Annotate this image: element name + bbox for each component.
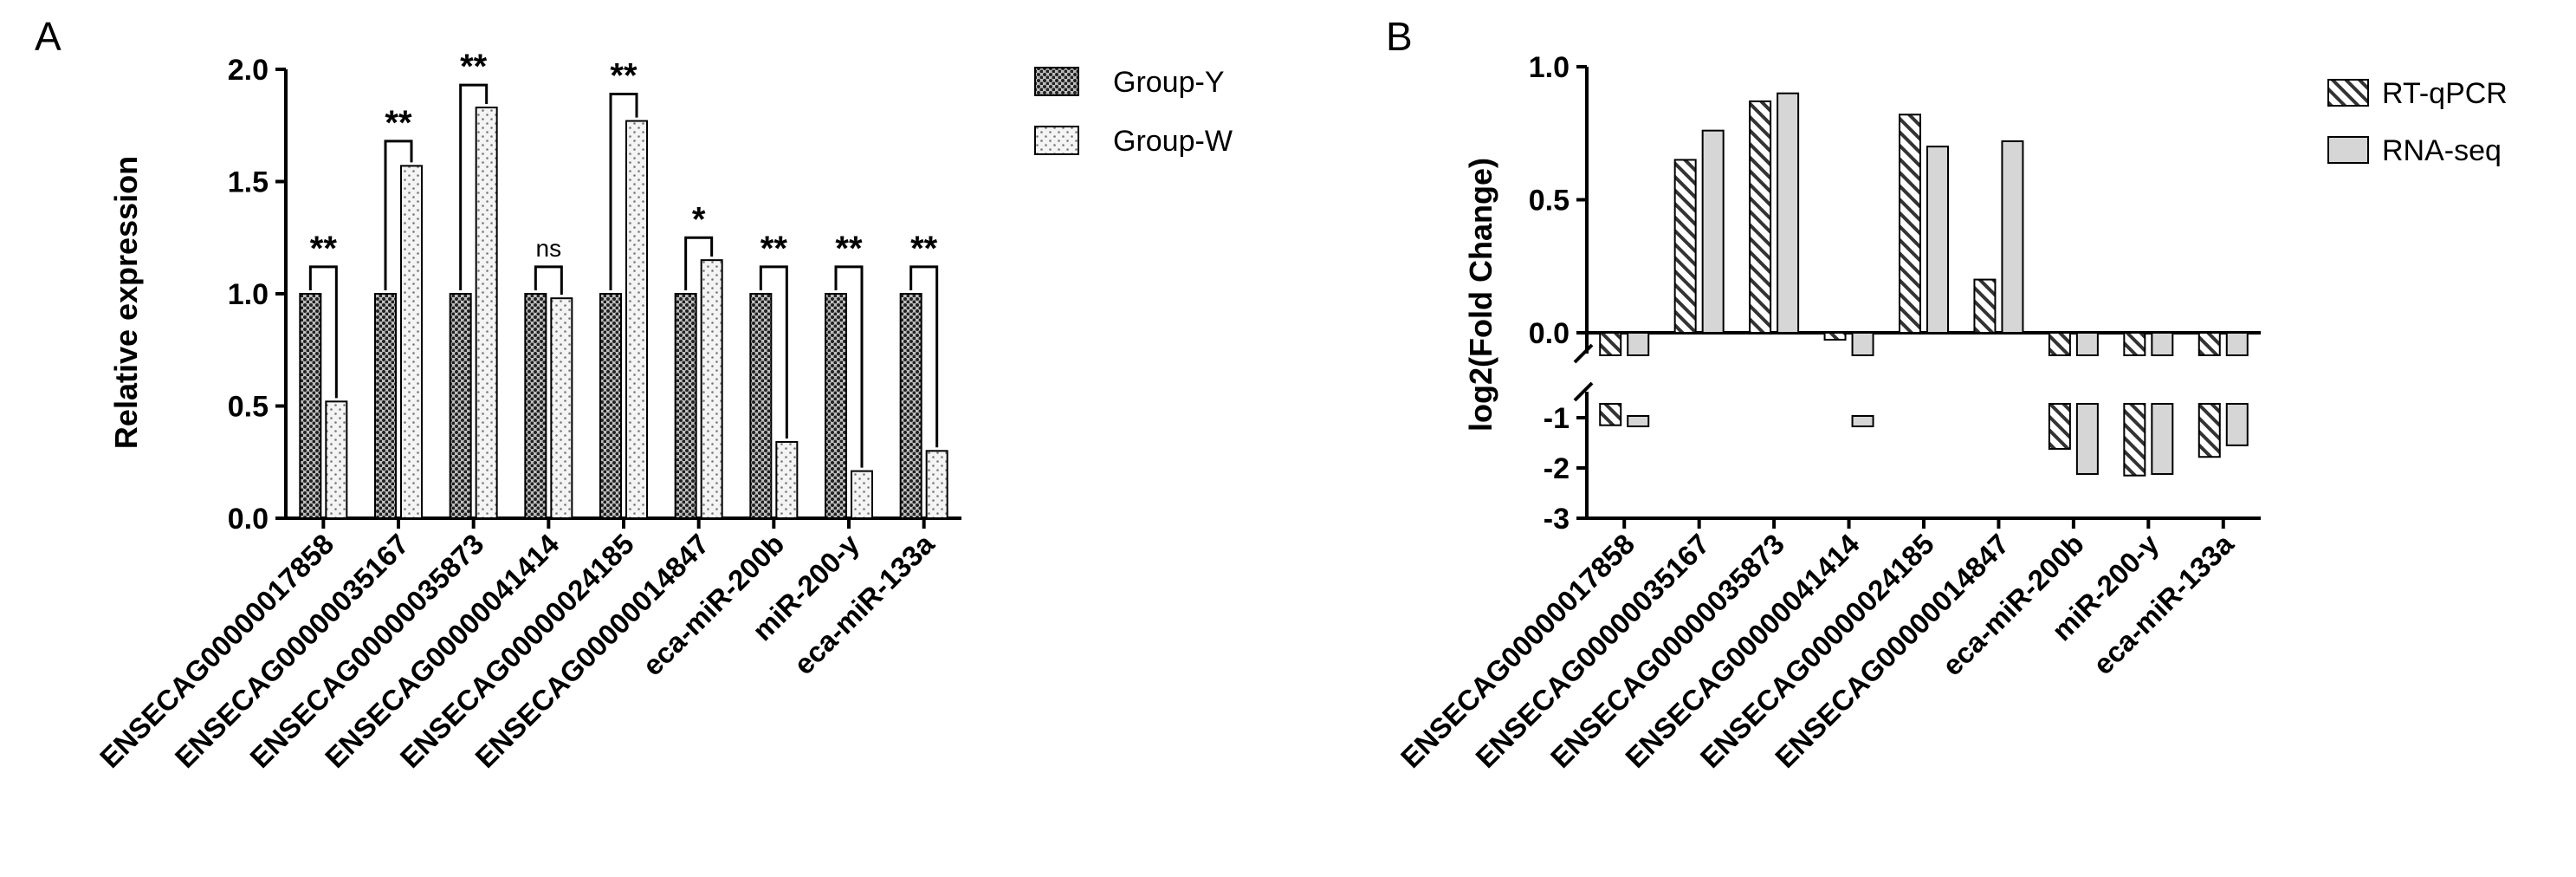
bar-rt-qpcr — [2197, 332, 2221, 356]
y-tick-label: 0.5 — [228, 391, 269, 424]
bar-rna-seq-lower — [1627, 415, 1650, 427]
legend-swatch-group-w — [1034, 126, 1079, 155]
bar-rna-seq — [2001, 140, 2024, 334]
significance-label: ns — [536, 235, 562, 262]
significance-bracket — [459, 83, 489, 290]
bar-group-y — [449, 293, 472, 519]
significance-bracket — [909, 265, 939, 448]
bar-rt-qpcr — [2123, 332, 2146, 356]
bar-group-w — [700, 259, 723, 519]
bar-rt-qpcr — [2048, 332, 2071, 356]
bar-group-w — [550, 297, 573, 519]
significance-label: ** — [835, 230, 863, 268]
bar-rt-qpcr — [1823, 332, 1847, 341]
bar-group-w — [925, 450, 948, 519]
bar-rna-seq-lower — [2225, 403, 2249, 446]
bar-rna-seq — [1627, 332, 1650, 356]
significance-label: ** — [385, 104, 412, 142]
bar-rt-qpcr-lower — [2048, 403, 2071, 450]
bar-group-w — [775, 440, 799, 519]
y-tick-label: -1 — [1544, 402, 1570, 435]
bar-rt-qpcr-lower — [2123, 403, 2146, 477]
y-tick-label: 2.0 — [228, 54, 269, 87]
significance-bracket — [684, 236, 714, 290]
panel-b-letter: B — [1386, 14, 1413, 59]
significance-bracket — [759, 265, 788, 438]
y-axis-label: log2(Fold Change) — [1463, 158, 1498, 432]
significance-label: * — [692, 200, 706, 238]
y-tick-label: 0.0 — [1529, 317, 1570, 350]
significance-bracket — [384, 140, 413, 290]
significance-label: ** — [460, 48, 488, 86]
legend-label-rna-seq: RNA-seq — [2382, 134, 2502, 167]
bar-rna-seq — [2151, 332, 2174, 356]
bar-rna-seq — [1777, 92, 1800, 334]
legend-label-group-y: Group-Y — [1113, 66, 1225, 99]
bar-group-y — [749, 293, 773, 519]
bar-group-w — [325, 400, 348, 519]
y-tick-label: -2 — [1544, 452, 1570, 485]
y-tick-label: 1.5 — [228, 166, 269, 199]
bar-rt-qpcr — [1673, 159, 1697, 334]
axis-break-mark — [1573, 343, 1594, 364]
bar-rna-seq-lower — [2075, 403, 2099, 475]
y-tick-label: 0.0 — [228, 503, 269, 536]
legend-swatch-group-y — [1034, 67, 1079, 96]
bar-rna-seq — [2075, 332, 2099, 356]
bar-rt-qpcr — [1899, 114, 1921, 334]
bar-rna-seq-lower — [2151, 403, 2174, 475]
y-axis-label: Relative expression — [108, 156, 144, 449]
bar-rt-qpcr — [1599, 332, 1622, 356]
bar-rna-seq-lower — [1851, 415, 1874, 427]
significance-label: ** — [761, 230, 788, 268]
bar-group-y — [899, 293, 922, 519]
y-tick-label: 1.0 — [1529, 51, 1570, 84]
bar-group-y — [825, 293, 847, 519]
legend-swatch-rt-qpcr — [2327, 79, 2369, 107]
bar-group-w — [851, 470, 873, 519]
bar-group-y — [524, 293, 547, 519]
legend-swatch-rna-seq — [2327, 136, 2369, 164]
bar-rna-seq — [1851, 332, 1874, 356]
axis-break-mark — [1573, 381, 1594, 402]
significance-bracket — [834, 265, 864, 468]
bar-rna-seq — [1926, 146, 1949, 334]
legend-label-group-w: Group-W — [1113, 125, 1233, 158]
significance-label: ** — [310, 230, 338, 268]
bar-rt-qpcr — [1973, 278, 1997, 335]
y-tick-label: -3 — [1544, 503, 1570, 536]
bar-rt-qpcr — [1749, 100, 1772, 334]
bar-rna-seq — [1701, 129, 1725, 334]
bar-group-y — [599, 293, 622, 519]
y-tick-label: 1.0 — [228, 278, 269, 311]
bar-rt-qpcr-lower — [2197, 403, 2221, 458]
bar-rt-qpcr-lower — [1599, 403, 1622, 426]
significance-label: ** — [910, 230, 938, 268]
legend-label-rt-qpcr: RT-qPCR — [2382, 77, 2508, 110]
y-tick-label: 0.5 — [1529, 185, 1570, 218]
significance-label: ** — [610, 56, 638, 94]
bar-group-y — [374, 293, 397, 519]
panel-a-letter: A — [35, 14, 61, 59]
significance-bracket — [534, 265, 563, 296]
bar-rna-seq — [2225, 332, 2249, 356]
significance-bracket — [609, 92, 638, 290]
significance-bracket — [308, 265, 338, 399]
bar-group-y — [299, 293, 322, 519]
bar-group-w — [475, 107, 498, 519]
bar-group-y — [674, 293, 697, 519]
bar-group-w — [400, 165, 423, 519]
bar-group-w — [625, 120, 648, 519]
